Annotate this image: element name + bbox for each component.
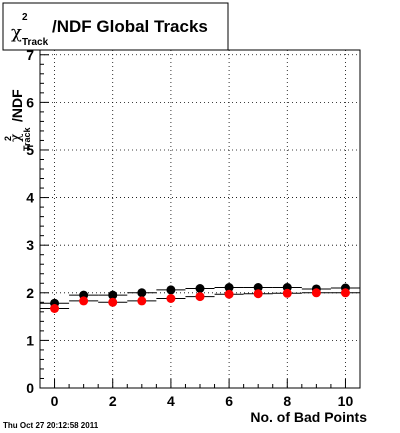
y-tick-label: 6 [26,94,34,110]
data-point [253,283,263,293]
data-point [253,289,263,299]
x-tick-label: 2 [109,393,117,409]
data-point [195,284,205,294]
y-tick-label: 0 [26,380,34,396]
data-point [137,296,147,306]
x-tick-label: 8 [283,393,291,409]
data-point [340,288,350,298]
data-series [40,283,360,313]
y-axis-label: χ 2 Track /NDF [3,89,32,151]
timestamp: Thu Oct 27 20:12:58 2011 [3,421,99,430]
data-point [224,283,234,293]
data-point [224,289,234,299]
x-tick-label: 0 [51,393,59,409]
y-tick-label: 1 [26,332,34,348]
data-point [166,285,176,295]
data-point [166,294,176,304]
ylabel-subscript: Track [22,126,32,151]
tick-labels: 0 2 4 6 8 10 0 1 2 3 4 5 6 7 [26,47,353,409]
x-tick-label: 10 [338,393,354,409]
plot-frame [39,49,361,389]
x-tick-label: 6 [225,393,233,409]
x-tick-label: 4 [167,393,175,409]
x-axis-label: No. of Bad Points [250,409,367,425]
ylabel-superscript: 2 [3,136,13,141]
y-tick-label: 7 [26,47,34,63]
y-tick-label: 3 [26,237,34,253]
data-point [79,296,89,306]
ylabel-suffix: /NDF [9,89,25,122]
title-superscript: 2 [22,12,28,23]
data-point [282,288,292,298]
data-point [50,303,60,313]
ylabel-symbol: χ [8,133,24,142]
chart-title: /NDF Global Tracks [52,17,208,36]
y-tick-label: 4 [26,190,34,206]
title-symbol: χ [11,22,22,43]
data-point [195,292,205,302]
data-point [311,288,321,298]
y-tick-label: 5 [26,142,34,158]
data-point [108,290,118,300]
grid [40,50,360,388]
title-box: χ 2 Track /NDF Global Tracks [2,2,229,51]
title-subscript: Track [22,37,49,48]
data-point [108,297,118,307]
data-point [137,288,147,298]
y-tick-label: 2 [26,285,34,301]
axis-ticks [39,54,361,389]
series-1 [40,288,360,313]
